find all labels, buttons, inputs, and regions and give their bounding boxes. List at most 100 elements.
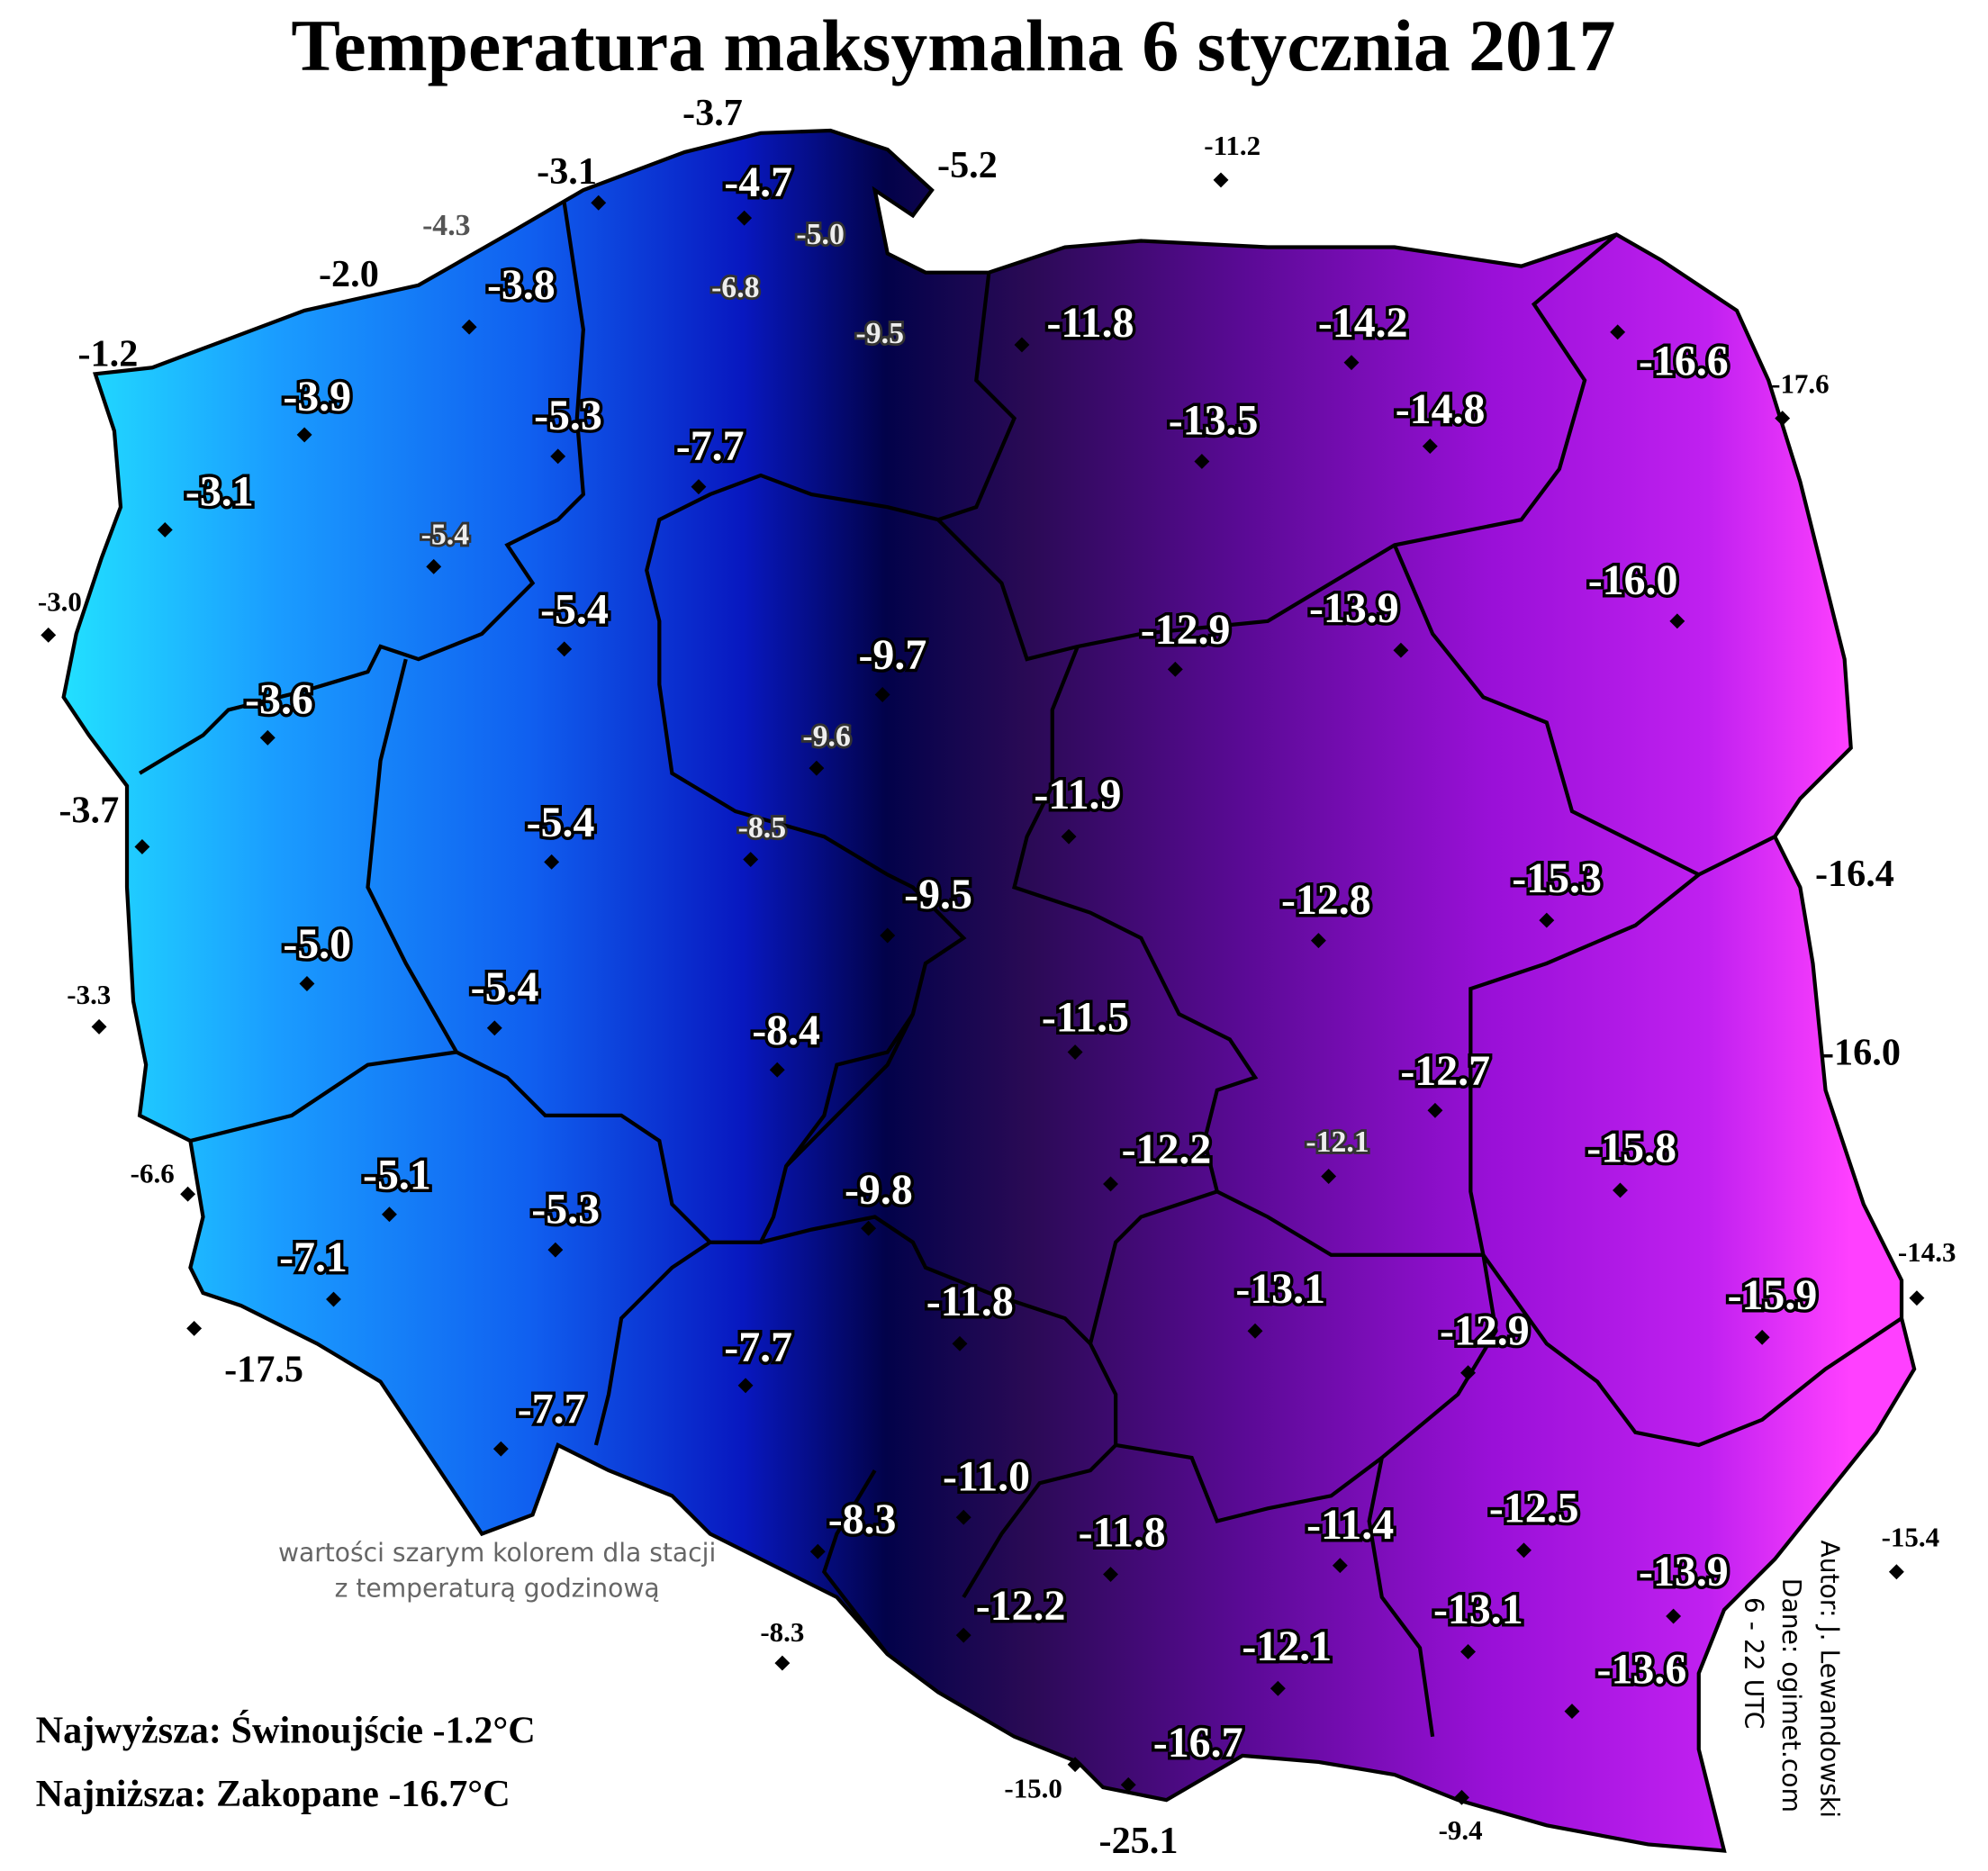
station-marker <box>743 852 759 867</box>
border-station-value: -9.4 <box>1439 1814 1483 1846</box>
station-value: -15.3 <box>1512 854 1602 902</box>
station-marker <box>1310 933 1326 949</box>
station-value: -13.1 <box>1433 1586 1523 1633</box>
station-value: -13.6 <box>1597 1645 1687 1693</box>
extreme-min: Najniższa: Zakopane -16.7°C <box>36 1773 511 1815</box>
station-value: -12.5 <box>1489 1485 1579 1532</box>
border-station-value: -1.2 <box>77 333 138 375</box>
border-station-value: -25.1 <box>1099 1820 1179 1862</box>
station-value: -7.7 <box>518 1386 586 1433</box>
hourly-station-value: -9.5 <box>856 317 904 350</box>
credit-author: Autor: J. Lewandowski <box>1814 1541 1844 1819</box>
country-shape <box>61 128 1917 1853</box>
station-marker <box>809 1543 826 1559</box>
station-marker <box>492 1441 509 1457</box>
border-station-value: -15.4 <box>1882 1522 1940 1553</box>
station-marker <box>1321 1169 1337 1184</box>
border-station-value: -3.1 <box>537 150 597 193</box>
station-marker <box>1103 1176 1118 1192</box>
station-value: -15.9 <box>1728 1271 1818 1319</box>
station-marker <box>1103 1567 1118 1583</box>
station-marker <box>1247 1323 1263 1339</box>
station-value: -8.4 <box>752 1007 820 1054</box>
border-station-value: -14.3 <box>1898 1236 1956 1268</box>
station-marker <box>1167 661 1183 677</box>
station-value: -14.8 <box>1396 385 1486 433</box>
station-value: -15.8 <box>1586 1125 1676 1172</box>
station-marker <box>1666 1608 1682 1624</box>
hourly-station-value: -5.4 <box>421 519 470 552</box>
station-marker <box>1393 642 1409 658</box>
station-marker <box>1332 1558 1348 1574</box>
station-value: -5.3 <box>531 1185 600 1233</box>
station-value: -12.9 <box>1440 1306 1530 1354</box>
station-marker <box>1610 324 1626 340</box>
border-station-value: -3.3 <box>67 979 111 1010</box>
note-line: wartości szarym kolorem dla stacji <box>278 1538 716 1568</box>
hourly-station-value: -5.0 <box>796 218 844 251</box>
hourly-station-value: -6.8 <box>711 271 759 304</box>
station-marker <box>736 210 753 226</box>
station-marker <box>259 729 276 746</box>
region-borders <box>139 202 1903 1738</box>
border-station-value: -6.6 <box>131 1158 175 1189</box>
border-station-value: -16.0 <box>1821 1031 1901 1073</box>
station-value: -12.2 <box>976 1582 1066 1630</box>
station-value: -16.6 <box>1639 337 1729 384</box>
station-value: -5.1 <box>363 1151 431 1198</box>
station-value: -12.2 <box>1122 1125 1212 1173</box>
station-marker <box>41 627 57 643</box>
station-marker <box>1669 613 1685 629</box>
station-marker <box>296 427 312 443</box>
station-value: -12.9 <box>1141 606 1231 654</box>
station-marker <box>1270 1680 1286 1696</box>
station-value: -11.5 <box>1042 994 1129 1042</box>
border-station-value: -15.0 <box>1004 1772 1062 1803</box>
border-station-value: -2.0 <box>319 253 379 295</box>
station-value: -11.8 <box>926 1278 1014 1325</box>
station-value: -7.7 <box>676 422 745 470</box>
station-value: -3.6 <box>245 675 313 723</box>
station-value: -11.8 <box>1079 1508 1166 1556</box>
border-station-value: -3.7 <box>682 92 743 134</box>
station-value: -5.4 <box>471 963 539 1011</box>
border-station-value: -3.0 <box>38 586 82 618</box>
station-marker <box>299 976 315 991</box>
station-value: -5.0 <box>283 920 351 968</box>
station-marker <box>1213 172 1229 188</box>
station-marker <box>1754 1329 1770 1345</box>
station-value: -4.7 <box>724 158 792 206</box>
station-marker <box>1422 438 1438 455</box>
station-value: -11.9 <box>1034 771 1121 818</box>
station-marker <box>550 448 566 465</box>
station-marker <box>180 1186 196 1202</box>
station-marker <box>1454 1789 1469 1805</box>
station-marker <box>737 1378 754 1394</box>
station-marker <box>1343 355 1360 371</box>
credit-data: Dane: ogimet.com <box>1776 1578 1806 1812</box>
station-marker <box>1427 1102 1443 1118</box>
station-value: -13.5 <box>1169 397 1259 445</box>
station-value: -3.1 <box>185 467 254 515</box>
station-value: -11.8 <box>1046 299 1134 347</box>
station-value: -16.7 <box>1153 1719 1243 1767</box>
station-marker <box>1539 912 1555 928</box>
station-marker <box>556 641 573 657</box>
station-marker <box>547 1242 564 1258</box>
station-marker <box>774 1655 791 1671</box>
station-marker <box>1909 1290 1925 1306</box>
station-value: -12.7 <box>1400 1047 1490 1095</box>
extreme-max: Najwyższa: Świnoujście -1.2°C <box>36 1710 536 1752</box>
border-station-value: -11.2 <box>1204 130 1261 161</box>
station-marker <box>1460 1643 1476 1659</box>
station-marker <box>1775 411 1791 427</box>
station-marker <box>591 194 607 211</box>
border-station-value: -8.3 <box>760 1616 804 1648</box>
note-line: z temperaturą godzinową <box>335 1573 660 1603</box>
credit-hours: 6 - 22 UTC <box>1739 1597 1768 1730</box>
station-value: -13.9 <box>1309 584 1399 632</box>
station-value: -14.2 <box>1318 299 1408 347</box>
border-station-value: -17.6 <box>1771 368 1830 400</box>
station-value: -16.0 <box>1588 556 1678 604</box>
